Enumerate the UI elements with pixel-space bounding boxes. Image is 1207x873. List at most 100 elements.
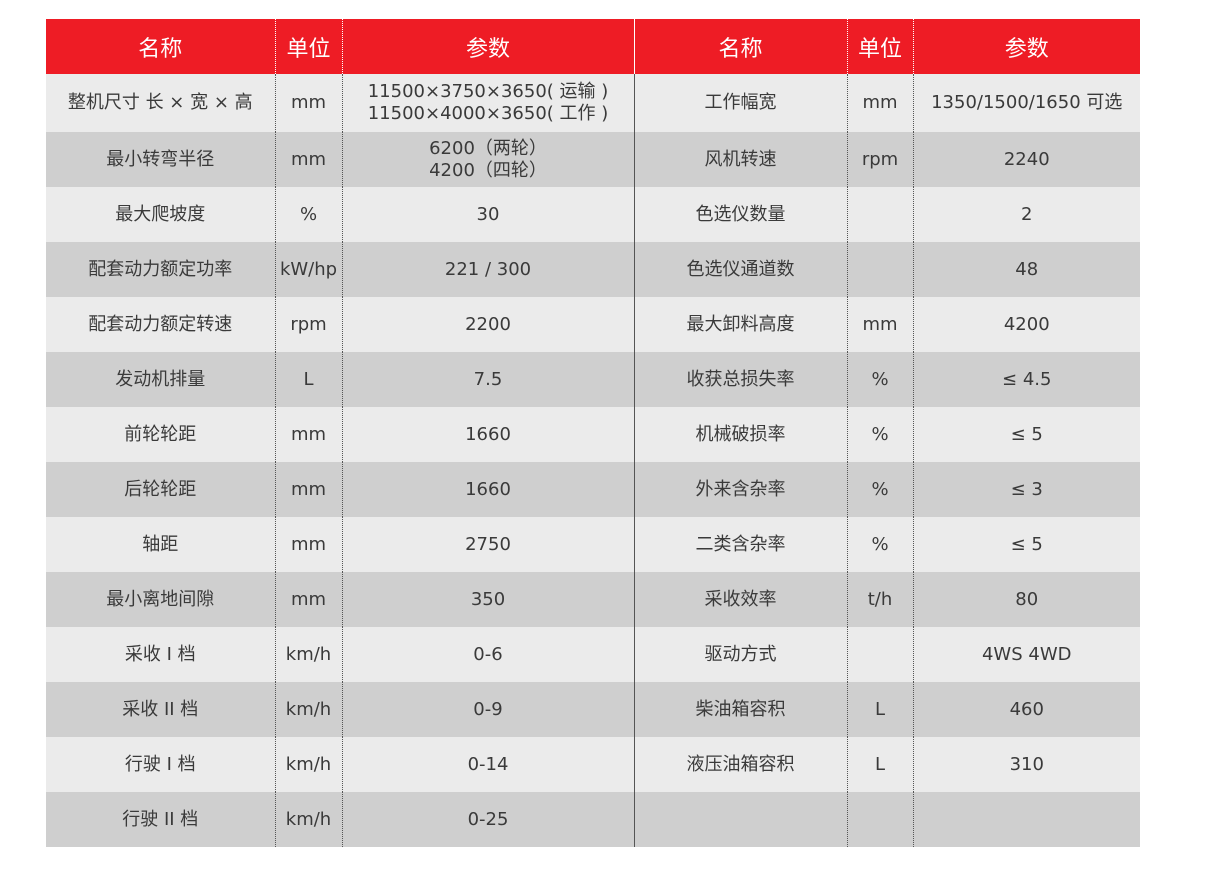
spec-name: 行驶 I 档 [46,737,276,792]
spec-value-right: 2240 [913,132,1140,187]
spec-value-right: ≤ 5 [913,407,1140,462]
spec-value-right: ≤ 4.5 [913,352,1140,407]
spec-name: 配套动力额定功率 [46,242,276,297]
spec-value: 6200（两轮） 4200（四轮） [342,132,635,187]
spec-value: 11500×3750×3650( 运输 ) 11500×4000×3650( 工作… [342,74,635,132]
spec-name-right: 外来含杂率 [634,462,848,517]
spec-unit: mm [275,407,343,462]
spec-name-right: 二类含杂率 [634,517,848,572]
spec-value-right: 4WS 4WD [913,627,1140,682]
header-row: 名称 单位 参数 名称 单位 参数 [46,19,1140,74]
spec-name-right: 收获总损失率 [634,352,848,407]
spec-table: 名称 单位 参数 名称 单位 参数 整机尺寸 长 × 宽 × 高 mm 11500×… [46,19,1140,847]
spec-unit-right: % [847,517,914,572]
spec-unit: rpm [275,297,343,352]
header-param-right: 参数 [913,19,1140,74]
spec-unit-right: t/h [847,572,914,627]
header-name-right: 名称 [634,19,848,74]
spec-unit-right: % [847,352,914,407]
spec-name: 整机尺寸 长 × 宽 × 高 [46,74,276,132]
spec-value: 0-14 [342,737,635,792]
spec-name-right: 工作幅宽 [634,74,848,132]
spec-value-right: 1350/1500/1650 可选 [913,74,1140,132]
table-row: 整机尺寸 长 × 宽 × 高 mm 11500×3750×3650( 运输 ) 115… [46,74,1140,132]
spec-value: 7.5 [342,352,635,407]
spec-name: 轴距 [46,517,276,572]
spec-value-right: 4200 [913,297,1140,352]
spec-name-right [634,792,848,847]
spec-name-right: 柴油箱容积 [634,682,848,737]
spec-unit-right: rpm [847,132,914,187]
spec-value-right: 2 [913,187,1140,242]
table-row: 前轮轮距 mm 1660 机械破损率% ≤ 5 [46,407,1140,462]
spec-unit-right: mm [847,74,914,132]
spec-unit-right [847,792,914,847]
spec-name: 前轮轮距 [46,407,276,462]
spec-value-right: 310 [913,737,1140,792]
table-row: 配套动力额定转速 rpm 2200 最大卸料高度 mm 4200 [46,297,1140,352]
spec-unit-right: mm [847,297,914,352]
spec-value: 2200 [342,297,635,352]
spec-value: 221 / 300 [342,242,635,297]
table-row: 最小离地间隙 mm 350 采收效率 t/h 80 [46,572,1140,627]
spec-value: 30 [342,187,635,242]
spec-value: 1660 [342,462,635,517]
spec-name: 发动机排量 [46,352,276,407]
header-unit: 单位 [275,19,343,74]
table-row: 采收 I 档 km/h 0-6 驱动方式 4WS 4WD [46,627,1140,682]
spec-name-right: 驱动方式 [634,627,848,682]
spec-name: 最小转弯半径 [46,132,276,187]
spec-value-right: 48 [913,242,1140,297]
spec-name-right: 液压油箱容积 [634,737,848,792]
spec-unit: km/h [275,792,343,847]
spec-value-right [913,792,1140,847]
spec-name: 后轮轮距 [46,462,276,517]
spec-name-right: 最大卸料高度 [634,297,848,352]
spec-name: 采收 II 档 [46,682,276,737]
spec-unit-right: % [847,407,914,462]
spec-unit: km/h [275,627,343,682]
spec-unit-right: L [847,737,914,792]
header-param: 参数 [342,19,635,74]
spec-unit-right [847,187,914,242]
spec-unit-right: % [847,462,914,517]
spec-name-right: 采收效率 [634,572,848,627]
spec-value-right: ≤ 3 [913,462,1140,517]
spec-value: 1660 [342,407,635,462]
table-row: 后轮轮距 mm 1660 外来含杂率% ≤ 3 [46,462,1140,517]
spec-unit: mm [275,462,343,517]
spec-name-right: 机械破损率 [634,407,848,462]
spec-name-right: 色选仪通道数 [634,242,848,297]
spec-name: 最小离地间隙 [46,572,276,627]
table-row: 最小转弯半径 mm 6200（两轮） 4200（四轮） 风机转速 rpm 2240 [46,132,1140,187]
spec-name-right: 色选仪数量 [634,187,848,242]
spec-value: 350 [342,572,635,627]
spec-value: 0-6 [342,627,635,682]
spec-unit: mm [275,517,343,572]
spec-value: 0-25 [342,792,635,847]
spec-name-right: 风机转速 [634,132,848,187]
table-row: 行驶 II 档 km/h 0-25 [46,792,1140,847]
table-body: 整机尺寸 长 × 宽 × 高 mm 11500×3750×3650( 运输 ) 115… [46,74,1140,847]
spec-unit-right [847,242,914,297]
spec-name: 配套动力额定转速 [46,297,276,352]
spec-unit: km/h [275,737,343,792]
table-row: 最大爬坡度% 30 色选仪数量 2 [46,187,1140,242]
spec-name: 行驶 II 档 [46,792,276,847]
spec-unit-right [847,627,914,682]
spec-value: 2750 [342,517,635,572]
spec-unit: mm [275,572,343,627]
spec-unit-right: L [847,682,914,737]
spec-value-right: ≤ 5 [913,517,1140,572]
spec-unit: mm [275,74,343,132]
spec-unit: L [275,352,343,407]
spec-name: 最大爬坡度 [46,187,276,242]
spec-unit: mm [275,132,343,187]
spec-name: 采收 I 档 [46,627,276,682]
spec-unit: % [275,187,343,242]
spec-unit: km/h [275,682,343,737]
table-row: 轴距 mm 2750 二类含杂率% ≤ 5 [46,517,1140,572]
table-row: 采收 II 档 km/h 0-9 柴油箱容积 L 460 [46,682,1140,737]
spec-value-right: 80 [913,572,1140,627]
header-name: 名称 [46,19,276,74]
